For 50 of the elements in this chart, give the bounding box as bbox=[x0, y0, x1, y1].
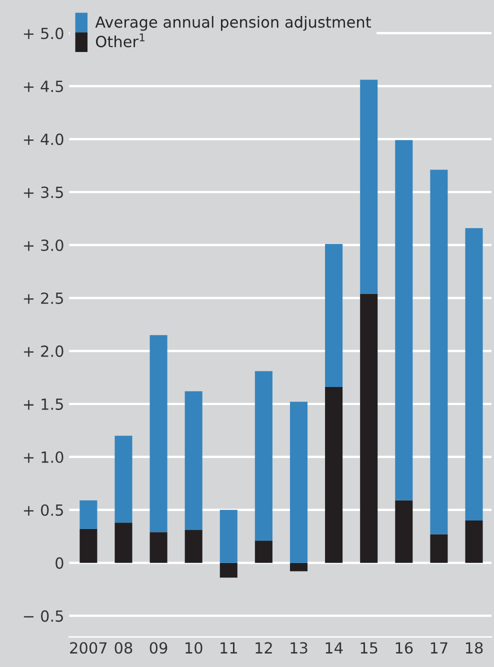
x-tick-label: 09 bbox=[150, 642, 168, 654]
legend-label: Average annual pension adjustment bbox=[95, 16, 371, 31]
bar bbox=[254, 371, 272, 541]
y-tick-label: + 4.5 bbox=[24, 80, 63, 92]
bar bbox=[150, 532, 168, 563]
bar bbox=[80, 500, 98, 529]
x-tick-label: 18 bbox=[466, 642, 483, 654]
y-tick-label: 0 bbox=[56, 557, 64, 569]
y-tick-label: + 2.0 bbox=[24, 345, 64, 357]
y-tick-label: + 3.0 bbox=[24, 239, 64, 252]
bar bbox=[254, 540, 272, 563]
x-tick-label: 2007 bbox=[70, 642, 107, 654]
x-tick-label: 08 bbox=[114, 642, 132, 654]
bar bbox=[220, 562, 238, 578]
bar bbox=[114, 436, 132, 523]
bar bbox=[220, 510, 238, 563]
y-tick-label: + 0.5 bbox=[24, 504, 63, 516]
bar bbox=[430, 170, 448, 534]
bar bbox=[80, 528, 98, 563]
x-tick-label: 11 bbox=[220, 642, 237, 654]
bar bbox=[114, 522, 132, 563]
y-tick-label: + 5.0 bbox=[24, 28, 64, 40]
bar bbox=[290, 562, 308, 572]
bar bbox=[465, 228, 483, 520]
y-tick-label: + 4.0 bbox=[24, 134, 64, 146]
x-tick-label: 17 bbox=[430, 642, 448, 654]
y-tick-label: + 1.5 bbox=[24, 398, 63, 410]
bar bbox=[360, 294, 378, 563]
bar bbox=[360, 80, 378, 294]
bar bbox=[395, 500, 413, 563]
y-tick-label: + 2.5 bbox=[24, 292, 63, 304]
bar bbox=[184, 530, 202, 563]
y-tick-label: + 1.0 bbox=[24, 451, 64, 463]
x-tick-label: 13 bbox=[290, 642, 308, 654]
bar bbox=[430, 534, 448, 563]
bar bbox=[290, 402, 308, 563]
bar bbox=[325, 244, 343, 387]
x-tick-label: 12 bbox=[256, 642, 272, 654]
x-tick-label: 14 bbox=[326, 642, 343, 654]
x-tick-label: 10 bbox=[186, 642, 202, 654]
bar bbox=[325, 386, 343, 563]
x-tick-label: 15 bbox=[360, 642, 378, 654]
y-tick-label: − 0.5 bbox=[24, 610, 63, 622]
bar bbox=[150, 335, 168, 532]
y-tick-label: + 3.5 bbox=[24, 186, 63, 198]
legend-label: Other$^{1}$ bbox=[96, 33, 144, 48]
bar bbox=[184, 391, 202, 530]
bar bbox=[465, 520, 483, 563]
x-tick-label: 16 bbox=[396, 642, 413, 654]
bar bbox=[395, 140, 413, 500]
